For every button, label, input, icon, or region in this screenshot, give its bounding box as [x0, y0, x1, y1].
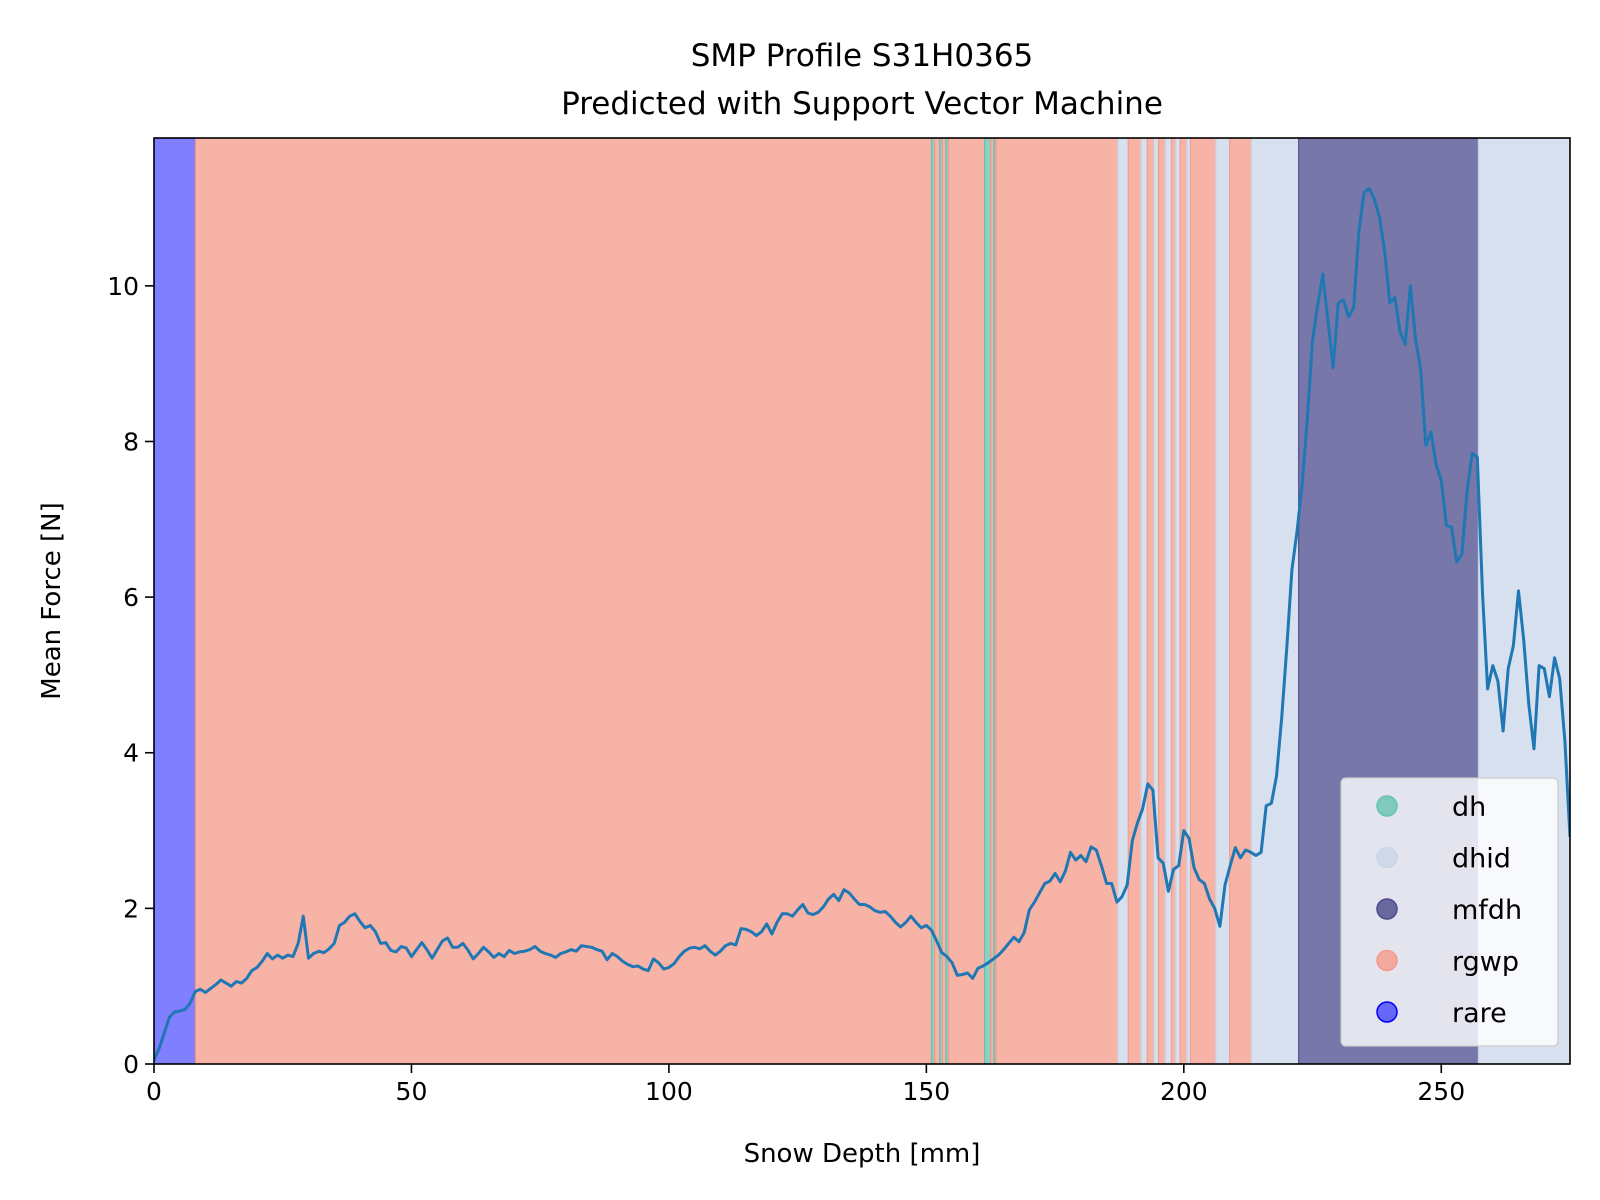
legend-box: [1340, 777, 1559, 1047]
legend-marker-dhid: [1376, 846, 1398, 869]
legend-label-dhid: dhid: [1452, 844, 1511, 875]
y-tick-label: 10: [107, 272, 139, 301]
class-band-rgwp: [1146, 138, 1155, 1064]
class-band-rgwp: [1179, 138, 1188, 1064]
class-band-rgwp: [995, 138, 1119, 1064]
legend-marker-dh: [1376, 795, 1398, 817]
chart-title: SMP Profile S31H0365: [691, 38, 1034, 74]
x-tick-label: 100: [645, 1077, 693, 1106]
legend-label-rare: rare: [1452, 998, 1507, 1029]
mean-force-line: [154, 187, 1570, 1061]
legend-label-rgwp: rgwp: [1452, 947, 1519, 978]
x-axis-label: Snow Depth [mm]: [744, 1139, 981, 1169]
class-band-rgwp: [1189, 138, 1217, 1064]
class-band-dhid: [1250, 138, 1300, 1064]
y-tick-label: 4: [123, 739, 139, 768]
class-band-rgwp: [194, 138, 933, 1064]
x-tick-label: 50: [396, 1077, 428, 1106]
y-tick-label: 8: [123, 427, 139, 456]
class-band-dhid: [1174, 138, 1181, 1064]
x-axis: 0 50 100 150 200 250: [146, 1064, 1465, 1106]
legend-label-dh: dh: [1452, 792, 1486, 823]
x-tick-label: 0: [146, 1077, 162, 1106]
y-axis: 0 2 4 6 8 10: [107, 272, 154, 1079]
legend-label-mfdh: mfdh: [1452, 895, 1522, 926]
class-band-rgwp: [1170, 138, 1177, 1064]
class-band-rgwp: [1157, 138, 1166, 1064]
legend-marker-mfdh: [1376, 898, 1398, 920]
legend: dh dhid mfdh rgwp rare: [1340, 777, 1559, 1047]
class-band-dhid: [1153, 138, 1160, 1064]
class-band-rgwp: [1127, 138, 1142, 1064]
y-tick-label: 2: [123, 894, 139, 923]
class-band-rgwp: [947, 138, 986, 1064]
class-band-dhid: [1117, 138, 1129, 1064]
legend-marker-rare: [1376, 1001, 1398, 1023]
x-tick-label: 200: [1160, 1077, 1208, 1106]
class-bands: [154, 138, 1570, 1064]
class-band-dhid: [1140, 138, 1148, 1064]
class-band-dh: [983, 138, 992, 1064]
x-tick-label: 150: [903, 1077, 951, 1106]
class-band-dhid: [1215, 138, 1231, 1064]
legend-marker-rgwp: [1376, 949, 1398, 972]
chart-subtitle: Predicted with Support Vector Machine: [561, 86, 1163, 122]
y-tick-label: 0: [123, 1050, 139, 1079]
y-tick-label: 6: [123, 583, 139, 612]
y-axis-label: Mean Force [N]: [37, 502, 67, 699]
plot-frame: [153, 137, 1571, 1065]
series-layer: [154, 187, 1570, 1061]
x-tick-label: 250: [1417, 1077, 1465, 1106]
class-band-rgwp: [1229, 138, 1252, 1064]
class-band-rgwp: [934, 138, 941, 1064]
class-band-dhid: [1164, 138, 1173, 1064]
class-band-rare: [154, 138, 196, 1064]
